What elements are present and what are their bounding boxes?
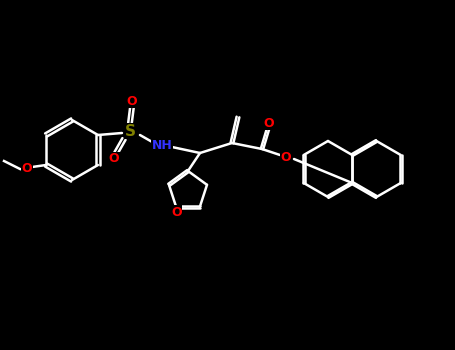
Text: O: O bbox=[109, 153, 119, 166]
Text: O: O bbox=[171, 206, 182, 219]
Text: O: O bbox=[281, 150, 291, 163]
Text: O: O bbox=[263, 117, 274, 130]
Text: NH: NH bbox=[152, 139, 172, 152]
Text: S: S bbox=[125, 124, 136, 139]
Text: O: O bbox=[22, 162, 32, 175]
Text: O: O bbox=[126, 94, 137, 107]
